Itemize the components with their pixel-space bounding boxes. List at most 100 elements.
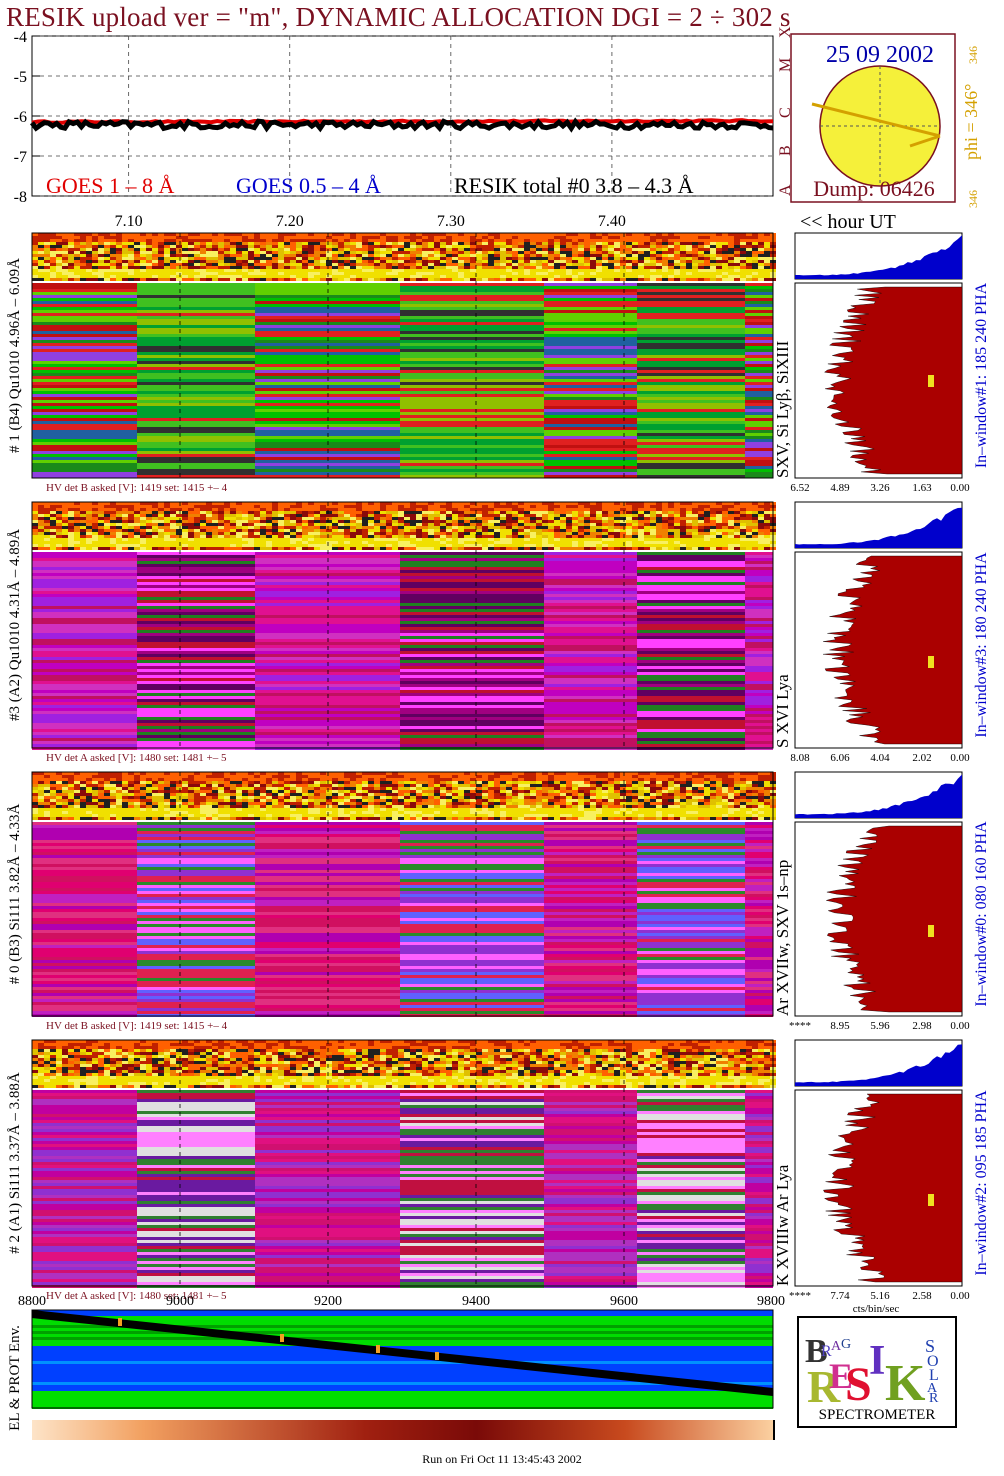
logo-letter-i: I <box>869 1338 885 1384</box>
logo-letter-l: L <box>929 1367 939 1384</box>
goes-class-label: X <box>777 26 794 38</box>
goes-class-label: B <box>777 145 794 156</box>
dump-number: Dump: 06426 <box>813 176 935 201</box>
logo-letter-a2: A <box>927 1381 938 1396</box>
channel-label-1: #3 (A2) Qu1010 4.31Å – 4.89Å <box>7 529 23 721</box>
pha-tick-label: 0.00 <box>950 752 970 764</box>
logo-letter-k: K <box>885 1355 926 1412</box>
pha-top-histogram <box>795 235 962 279</box>
pha-tick-label: 2.98 <box>912 1020 932 1032</box>
env-marker <box>118 1318 122 1326</box>
pha-histogram <box>826 825 963 1013</box>
spectrogram-channel-1 <box>31 501 776 750</box>
seconds-tick-label: 9600 <box>610 1294 638 1309</box>
env-ylabel: EL & PROT Env. <box>7 1325 23 1431</box>
env-trend-line <box>31 1310 774 1396</box>
pha-tick-label: 7.74 <box>830 1290 850 1302</box>
pha-tick-label: 0.00 <box>950 1290 970 1302</box>
pha-histogram <box>823 286 963 475</box>
env-marker <box>280 1334 284 1342</box>
phi-bottom: 346 <box>966 190 980 208</box>
lightcurve-ytick-label: -6 <box>14 109 27 126</box>
pha-tick-label: 0.00 <box>950 1020 970 1032</box>
lightcurve-xtick-label: 7.30 <box>437 213 465 230</box>
logo-letter-b: B <box>805 1333 828 1370</box>
pha-tick-label: 8.95 <box>830 1020 850 1032</box>
seconds-tick-label: 9200 <box>314 1294 342 1309</box>
channel-label-0: # 1 (B4) Qu1010 4.96Å – 6.09Å <box>7 258 23 453</box>
pha-histogram <box>822 555 963 745</box>
x-axis-caption: << hour UT <box>800 211 896 233</box>
hv-text-3: HV det A asked [V]: 1480 set: 1481 +– 5 <box>46 1290 227 1302</box>
sun-date: 25 09 2002 <box>826 42 934 68</box>
window-label-0: In–window#1: 185 240 PHA <box>973 282 990 468</box>
lightcurve-ytick-label: -8 <box>14 189 27 206</box>
hv-text-0: HV det B asked [V]: 1419 set: 1415 +– 4 <box>46 482 228 494</box>
pha-top-histogram <box>795 507 962 548</box>
pha-tick-label: 3.26 <box>870 482 890 494</box>
logo-letter-s2: S <box>925 1336 935 1356</box>
lightcurve-legend-0: GOES 1 – 8 Å <box>46 173 174 198</box>
logo-caption: SPECTROMETER <box>819 1407 936 1423</box>
logo-letter-r1: R <box>821 1343 832 1360</box>
logo-letter-e: E <box>829 1356 853 1396</box>
lightcurve-xtick-label: 7.10 <box>115 213 143 230</box>
line-id-2: Ar XVIIw, SXV 1s–np <box>773 860 792 1016</box>
goes-class-label: C <box>777 107 794 118</box>
pha-tick-label: **** <box>789 1020 811 1032</box>
lightcurve-xtick-label: 7.40 <box>598 213 626 230</box>
pha-window-marker <box>928 1194 934 1206</box>
spectrogram-channel-3 <box>31 1039 776 1288</box>
pha-tick-label: 4.04 <box>870 752 890 764</box>
lightcurve-legend-2: RESIK total #0 3.8 – 4.3 Å <box>454 173 694 198</box>
phi-sup: 346 <box>966 46 980 64</box>
env-frame <box>31 1309 774 1409</box>
pha-xlabel: cts/bin/sec <box>853 1303 900 1315</box>
pha-tick-label: 1.63 <box>912 482 932 494</box>
pha-tick-label: 8.08 <box>790 752 810 764</box>
window-label-3: In–window#2: 095 185 PHA <box>973 1090 990 1276</box>
hv-text-1: HV det A asked [V]: 1480 set: 1481 +– 5 <box>46 752 227 764</box>
logo-letter-g: G <box>841 1337 851 1352</box>
env-marker <box>435 1352 439 1360</box>
logo-letter-a1: A <box>831 1339 842 1354</box>
seconds-tick-label: 9000 <box>166 1294 194 1309</box>
window-label-1: In–window#3: 180 240 PHA <box>973 552 990 738</box>
pha-histogram <box>823 1093 963 1283</box>
window-label-2: In–window#0: 080 160 PHA <box>973 821 990 1007</box>
goes-class-label: A <box>777 184 794 196</box>
lightcurve-ytick-label: -5 <box>14 69 27 86</box>
seconds-tick-label: 8800 <box>18 1294 46 1309</box>
plot-title: RESIK upload ver = "m", DYNAMIC ALLOCATI… <box>6 2 791 32</box>
seconds-tick-label: 9800 <box>757 1294 785 1309</box>
lightcurve-ytick-label: -7 <box>14 149 27 166</box>
env-colorbar <box>32 1420 773 1440</box>
pha-window-marker <box>928 375 934 387</box>
pha-top-histogram <box>795 1044 962 1086</box>
pha-window-marker <box>928 656 934 668</box>
hv-text-2: HV det B asked [V]: 1419 set: 1415 +– 4 <box>46 1020 228 1032</box>
pha-tick-label: 5.96 <box>870 1020 890 1032</box>
line-id-1: S XVI Lya <box>773 674 792 748</box>
pha-tick-label: **** <box>789 1290 811 1302</box>
logo-letter-r3: R <box>929 1391 939 1406</box>
spectrogram-channel-2 <box>31 771 776 1017</box>
channel-label-2: # 0 (B3) Si111 3.82Å – 4.33Å <box>7 804 23 985</box>
pha-tick-label: 0.00 <box>950 482 970 494</box>
pha-top-histogram <box>795 774 962 818</box>
pha-tick-label: 5.16 <box>870 1290 890 1302</box>
seconds-tick-label: 9400 <box>462 1294 490 1309</box>
pha-tick-label: 4.89 <box>830 482 850 494</box>
sun-vector <box>811 102 941 138</box>
lightcurve-legend-1: GOES 0.5 – 4 Å <box>236 173 381 198</box>
spectrogram-channel-0 <box>31 232 776 479</box>
lightcurve-ytick-label: -4 <box>14 29 27 46</box>
run-timestamp: Run on Fri Oct 11 13:45:43 2002 <box>422 1452 582 1466</box>
pha-tick-label: 6.06 <box>830 752 850 764</box>
logo-letter-o: O <box>927 1353 939 1370</box>
pha-tick-label: 2.58 <box>912 1290 932 1302</box>
lightcurve-xtick-label: 7.20 <box>276 213 304 230</box>
pha-tick-label: 2.02 <box>912 752 931 764</box>
line-id-3: K XVIIIw Ar Lya <box>773 1164 792 1286</box>
